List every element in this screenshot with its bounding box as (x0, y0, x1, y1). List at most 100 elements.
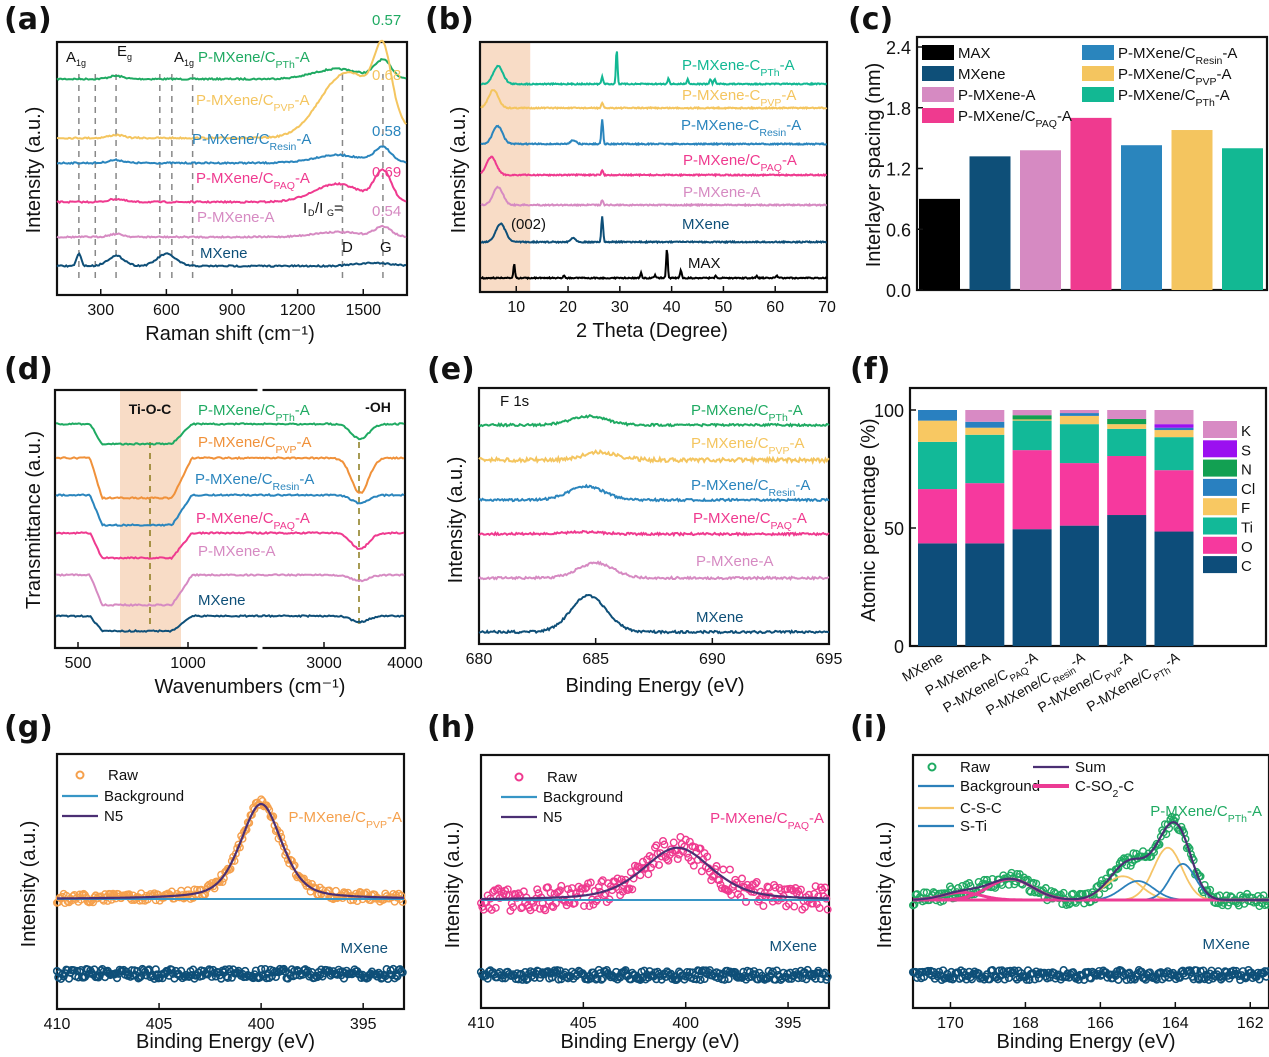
panel-e-xtick-label: 690 (699, 651, 726, 668)
panel-e-series-label: MXene (696, 609, 744, 626)
panel-h-raw-point (790, 902, 799, 911)
panel-a-annotation-idig: I (303, 200, 307, 217)
panel-h-raw-point (815, 904, 824, 913)
panel-e-xlabel: Binding Energy (eV) (566, 675, 745, 697)
panel-i-raw-point (1004, 880, 1013, 889)
panel-c-legend-swatch (1082, 45, 1114, 60)
panel-label-i: (i) (850, 710, 888, 745)
panel-a-series-line (56, 224, 407, 239)
panel-a-annotation-idig-sub: D (308, 208, 315, 218)
panel-e-series-label: P-MXene/CPAQ-A (693, 510, 807, 532)
panel-c-legend-label: P-MXene/CPAQ-A (958, 108, 1072, 130)
panel-b-frame (478, 40, 829, 294)
panel-i-raw-point (1114, 864, 1123, 873)
panel-f-legend-swatch (1203, 536, 1237, 554)
panel-g-xtick-label: 395 (350, 1016, 377, 1033)
panel-i-raw-point (1025, 886, 1034, 895)
panel-h-raw-point (652, 841, 661, 850)
panel-label-g: (g) (4, 710, 53, 745)
panel-c-legend-swatch (1082, 87, 1114, 102)
panel-h-raw-point (696, 844, 705, 853)
panel-a-xtick-label: 900 (219, 302, 246, 319)
panel-h-raw-point (578, 884, 587, 893)
panel-g-xtick-label: 410 (44, 1016, 71, 1033)
panel-h-raw-point (613, 874, 622, 883)
panel-i-raw-point (1007, 868, 1016, 877)
panel-a-series-line (57, 145, 407, 166)
panel-i-legend-label: C-SO2-C (1075, 778, 1134, 800)
panel-a-annotation-eg: E (117, 43, 127, 60)
panel-h-raw-point (738, 874, 747, 883)
panel-h-raw-point (703, 852, 712, 861)
panel-h-raw-point (628, 885, 637, 894)
panel-h-raw-point (759, 901, 768, 910)
panel-c-ytick-label: 0.0 (886, 281, 911, 301)
panel-f-legend-label: Ti (1241, 520, 1253, 537)
panel-a-series-line (56, 167, 407, 205)
panel-g-mxene-point (397, 967, 406, 976)
panel-i-legend-label: Sum (1075, 759, 1106, 776)
panel-c-legend-label: MAX (958, 45, 991, 62)
panel-a-idig-value: 0.54 (372, 203, 401, 220)
panel-b-ylabel: Intensity (a.u.) (448, 107, 470, 234)
panel-label-d: (d) (4, 352, 53, 387)
panel-c-legend-label: P-MXene/CResin-A (1118, 45, 1237, 67)
panel-h-raw-point (689, 861, 698, 870)
panel-h-mxene-point (530, 973, 539, 982)
panel-h-raw-point (582, 883, 591, 892)
panel-f-bar-segment-n (1012, 415, 1052, 420)
panel-g-raw-point (183, 886, 192, 895)
panel-e-series-line (478, 560, 830, 581)
panel-h-raw-point (691, 843, 700, 852)
panel-a-annotation-eg-sub: g (127, 52, 132, 62)
panel-b-series-line (481, 216, 827, 245)
panel-g-raw-point (267, 813, 276, 822)
panel-i-xtick-label: 162 (1237, 1015, 1264, 1032)
panel-d-series-line (55, 493, 405, 527)
panel-i-raw-point (1032, 879, 1041, 888)
panel-i-mxene-point (1069, 968, 1078, 977)
panel-a-annotation-idig-sub2: G (327, 208, 334, 218)
panel-h-raw-point (681, 835, 690, 844)
panel-g-legend-marker (75, 770, 85, 780)
panel-g-reference-label: MXene (340, 940, 388, 957)
panel-f-bar-segment-o (1107, 456, 1147, 516)
panel-e-ylabel: Intensity (a.u.) (445, 457, 467, 584)
panel-a-xtick-label: 600 (153, 302, 180, 319)
panel-h-xtick-label: 410 (468, 1015, 495, 1032)
panel-d-series-label: P-MXene/CResin-A (195, 471, 314, 493)
panel-f-legend-swatch (1203, 478, 1237, 496)
panel-i-mxene-point (1189, 975, 1198, 984)
panel-b-series-line (480, 89, 828, 111)
panel-a-series-label: P-MXene/CPTh-A (198, 49, 310, 71)
panel-i-mxene-point (1263, 967, 1269, 976)
panel-e-series-label: P-MXene/CPTh-A (691, 402, 803, 424)
panel-b-xtick-label: 40 (663, 299, 681, 316)
panel-e-series-line (478, 413, 830, 428)
panel-i-legend-label: S-Ti (960, 818, 987, 835)
panel-d-series-line (55, 531, 405, 561)
panel-d-series-label: P-MXene-A (198, 543, 276, 560)
panel-h-raw-point (539, 904, 548, 913)
panel-i-mxene-point (967, 975, 976, 984)
panel-f-bar-segment-f (918, 420, 957, 442)
panel-d-xtick-label: 4000 (387, 655, 423, 672)
panel-h-raw-point (555, 886, 564, 895)
panel-d-annotation-oh: -OH (365, 399, 391, 415)
panel-d-ylabel: Transmittance (a.u.) (23, 431, 45, 609)
panel-d-series-line (55, 422, 405, 446)
panel-d-xtick-label: 1000 (170, 655, 206, 672)
panel-h-raw-point (823, 905, 832, 914)
panel-g-ylabel: Intensity (a.u.) (18, 821, 40, 948)
panel-h-mxene-point (672, 975, 681, 985)
panel-f-bar-segment-c (918, 543, 957, 646)
panel-f-bar-segment-cl (1154, 427, 1194, 431)
panel-a-series-label: MXene (200, 245, 248, 262)
panel-label-h: (h) (427, 710, 476, 745)
panel-c-bar (919, 198, 960, 290)
panel-b-series-label: MXene (682, 216, 730, 233)
panel-d-series-line (55, 614, 405, 633)
panel-e-series-line (478, 483, 830, 503)
panel-label-e: (e) (427, 352, 475, 387)
panel-f-bar-segment-c (1107, 515, 1147, 646)
